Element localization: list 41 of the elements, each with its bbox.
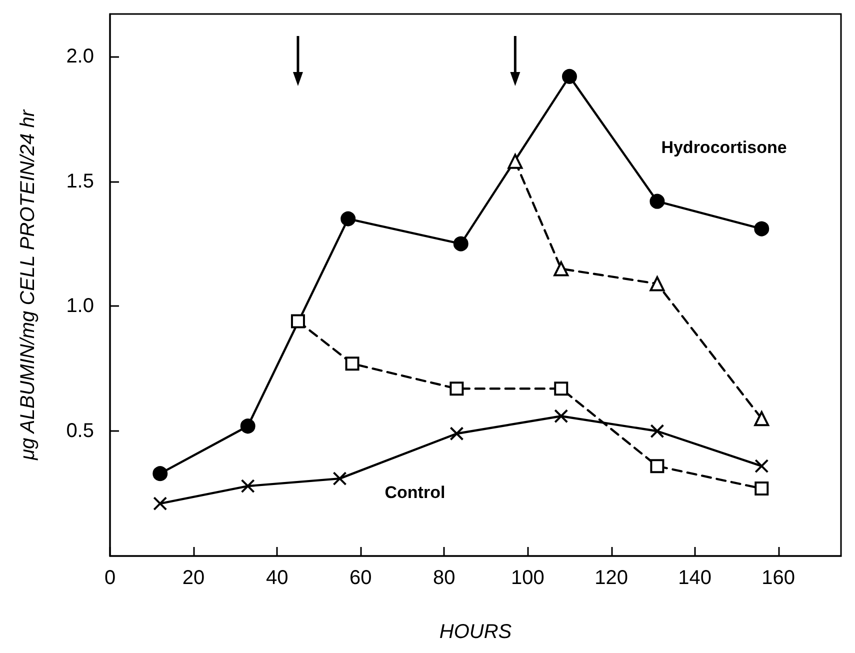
- point: [152, 466, 168, 482]
- x-tick-label: 160: [762, 567, 796, 589]
- x-tick-label: 0: [104, 567, 116, 589]
- point: [153, 496, 168, 511]
- y-tick-label: 2.0: [66, 45, 94, 68]
- series-label: Control: [384, 483, 446, 502]
- x-tick-label: 40: [266, 567, 288, 589]
- point: [650, 194, 665, 209]
- point: [554, 382, 568, 396]
- point: [340, 211, 356, 226]
- x-axis-title: HOURS: [439, 621, 512, 643]
- y-tick-label: 0.5: [66, 420, 94, 442]
- x-tick-label: 100: [511, 567, 544, 589]
- point: [650, 459, 664, 474]
- point: [650, 276, 665, 292]
- point: [450, 426, 464, 441]
- point: [450, 382, 464, 396]
- point: [240, 418, 256, 434]
- series-label: Hydrocortisone: [661, 138, 787, 157]
- y-tick-label: 1.5: [66, 170, 94, 192]
- y-axis-title: μg ALBUMIN/mg CELL PROTEIN/24 hr: [17, 108, 39, 461]
- x-tick-label: 20: [182, 567, 205, 589]
- point: [290, 314, 305, 328]
- point: [754, 459, 769, 474]
- x-tick-label: 120: [594, 567, 628, 589]
- point: [240, 479, 255, 494]
- x-tick-label: 80: [433, 567, 456, 589]
- point: [453, 236, 468, 252]
- point: [650, 424, 664, 438]
- point: [562, 68, 577, 84]
- x-tick-label: 60: [350, 567, 372, 589]
- point: [754, 411, 770, 426]
- point: [554, 261, 569, 276]
- point: [508, 154, 523, 169]
- point: [754, 221, 770, 236]
- y-tick-label: 1.0: [66, 295, 94, 318]
- point: [345, 356, 360, 371]
- point: [554, 409, 568, 424]
- point: [754, 482, 769, 496]
- x-tick-label: 140: [678, 567, 712, 589]
- point: [332, 472, 347, 486]
